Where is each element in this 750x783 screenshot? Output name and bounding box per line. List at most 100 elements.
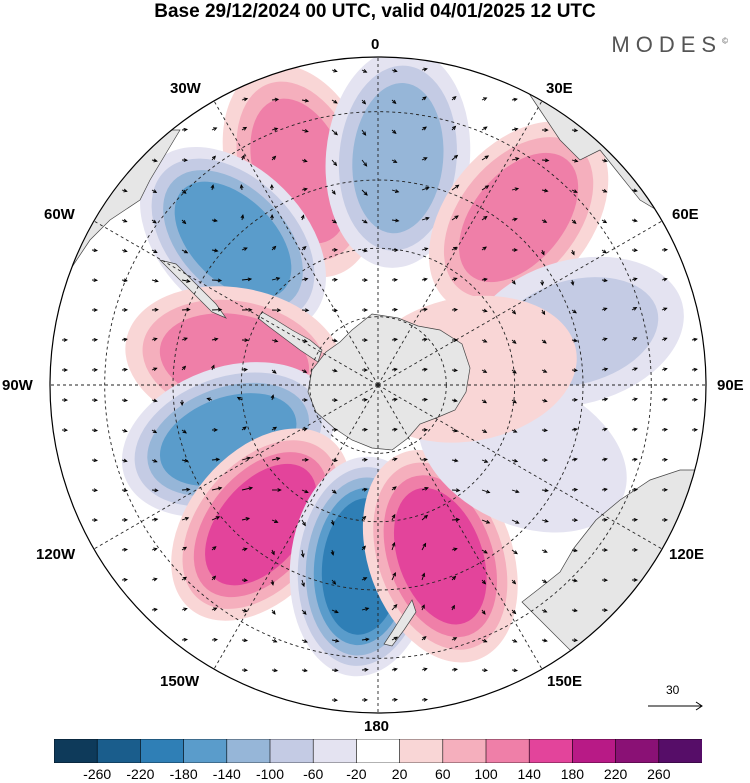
wind-vector <box>631 427 638 432</box>
wind-vector <box>181 516 190 521</box>
wind-vector <box>481 429 488 433</box>
wind-vector <box>391 99 397 104</box>
wind-vector <box>121 278 128 283</box>
wind-vector <box>211 575 217 581</box>
wind-vector <box>181 337 188 342</box>
wind-vector <box>211 307 223 312</box>
wind-vector <box>151 337 158 342</box>
wind-vector <box>241 547 248 552</box>
wind-vector <box>631 218 638 223</box>
wind-vector <box>601 158 608 163</box>
wind-vector <box>302 398 309 402</box>
wind-vector <box>151 219 157 224</box>
wind-vector <box>511 639 518 643</box>
wind-vector <box>571 128 579 133</box>
wind-vector <box>331 398 339 403</box>
wind-vector <box>181 365 187 371</box>
wind-vector <box>511 127 519 132</box>
wind-vector <box>571 219 577 224</box>
wind-vector <box>241 154 245 161</box>
wind-vector <box>541 398 548 403</box>
wind-vector <box>631 277 638 282</box>
wind-vector <box>511 279 516 285</box>
wind-vector <box>571 608 578 613</box>
wind-vector <box>211 427 219 432</box>
wind-vector <box>631 487 639 492</box>
wind-vector <box>661 457 669 462</box>
wind-vector <box>391 604 398 611</box>
wind-vector <box>180 399 184 407</box>
wind-vector <box>511 399 517 404</box>
wind-vector <box>691 367 698 372</box>
meridian-line-7 <box>213 384 379 670</box>
wind-vector <box>241 97 249 102</box>
wind-vector <box>601 219 608 224</box>
lon-label-90e: 90E <box>717 377 744 394</box>
wind-vector <box>451 184 460 191</box>
wind-vector <box>481 519 491 524</box>
wind-vector <box>331 668 339 673</box>
wind-vector <box>331 129 338 136</box>
wind-vector <box>361 397 369 402</box>
wind-vector <box>571 309 577 314</box>
wind-vector <box>451 125 457 131</box>
wind-vector <box>271 519 279 523</box>
reference-vector-value: 30 <box>666 683 680 697</box>
wind-vector <box>361 69 368 73</box>
wind-vector <box>121 458 128 463</box>
wind-vector <box>181 458 189 463</box>
wind-vector <box>541 309 546 316</box>
wind-vector <box>240 214 245 221</box>
wind-vector <box>511 458 519 463</box>
wind-vector <box>151 458 158 463</box>
wind-vector <box>151 189 158 194</box>
wind-vector <box>571 457 578 462</box>
wind-vector <box>269 183 274 191</box>
wind-vector <box>571 189 578 193</box>
wind-vector <box>272 488 282 492</box>
wind-vector <box>361 99 367 105</box>
wind-vector <box>181 189 187 194</box>
wind-vector <box>451 215 459 221</box>
latitude-circle-0 <box>104 111 652 659</box>
colorbar-bin-1 <box>96 739 142 763</box>
wind-vector <box>570 279 575 286</box>
wind-vector <box>331 189 336 195</box>
colorbar-tick-label: -100 <box>255 766 285 782</box>
wind-vector <box>451 604 455 611</box>
wind-vector <box>481 579 487 585</box>
wind-vector <box>361 515 367 521</box>
wind-vector <box>511 369 517 374</box>
wind-vector <box>512 248 519 252</box>
meridian-line-5 <box>377 384 543 670</box>
wind-vector <box>601 278 608 283</box>
wind-vector <box>571 487 579 492</box>
wind-vector <box>691 337 698 342</box>
wind-vector <box>601 367 609 372</box>
wind-vector <box>661 427 669 432</box>
wind-vector <box>241 307 253 312</box>
wind-vector <box>151 307 159 312</box>
wind-vector <box>121 488 129 493</box>
wind-vector <box>601 548 609 552</box>
lon-label-0: 0 <box>371 36 380 53</box>
wind-vector <box>151 577 158 582</box>
wind-vector <box>151 429 158 434</box>
wind-vector <box>391 129 397 134</box>
wind-vector <box>121 188 128 193</box>
wind-vector <box>301 187 308 192</box>
wind-vector <box>391 367 398 372</box>
wind-vector <box>331 609 339 614</box>
wind-vector <box>361 219 368 224</box>
wind-vector <box>391 571 396 581</box>
wind-vector <box>331 277 339 282</box>
wind-vector <box>211 546 217 551</box>
reference-vector-arrow <box>648 701 703 711</box>
wind-vector <box>601 578 609 583</box>
wind-vector <box>511 309 517 315</box>
wind-vector <box>271 97 280 102</box>
wind-vector <box>211 364 215 371</box>
colorbar-tick-label: 180 <box>560 766 585 782</box>
wind-vector <box>121 248 128 253</box>
wind-vector <box>181 158 189 163</box>
